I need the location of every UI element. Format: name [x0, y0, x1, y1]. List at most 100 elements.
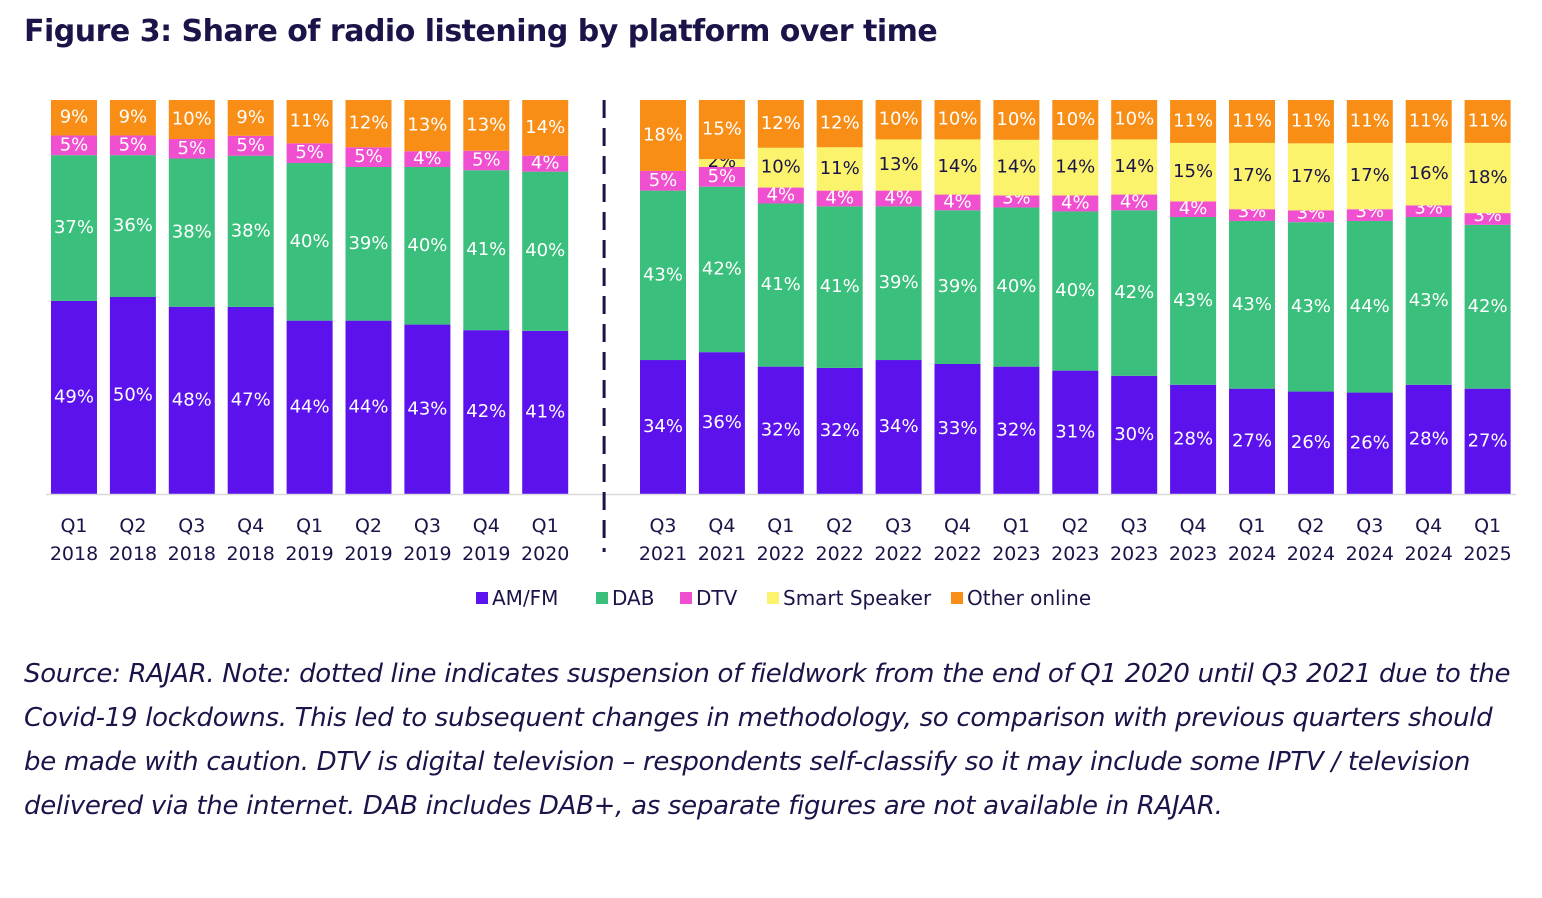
- data-label-dab: 42%: [1468, 296, 1508, 317]
- data-label-dab: 42%: [702, 258, 742, 279]
- data-label-dtv: 4%: [531, 153, 560, 174]
- bar-q3-2021: 34% 43% 5% 18%: [640, 100, 686, 494]
- bar-segment-dtv: [1170, 201, 1217, 218]
- data-label-dab: 40%: [407, 235, 447, 256]
- data-label-smart-speaker: 17%: [1232, 165, 1272, 186]
- data-label-other-online: 9%: [60, 107, 89, 128]
- bar-segment-dab: [875, 206, 922, 361]
- bar-segment-am-fm: [993, 366, 1040, 494]
- bar-segment-other-online: [345, 100, 392, 148]
- bar-segment-smart-speaker: [698, 159, 745, 167]
- bar-segment-am-fm: [404, 324, 451, 494]
- data-label-smart-speaker: 17%: [1350, 165, 1390, 186]
- tick-label-year: 2018: [50, 543, 98, 565]
- data-label-smart-speaker: 10%: [761, 157, 801, 178]
- bar-segment-smart-speaker: [1287, 143, 1334, 211]
- data-label-am-fm: 43%: [407, 398, 447, 419]
- bar-segment-dtv: [463, 150, 510, 171]
- data-label-dtv: 4%: [767, 185, 796, 206]
- bar-segment-dtv: [404, 151, 451, 167]
- chart-title: Figure 3: Share of radio listening by pl…: [24, 14, 938, 49]
- data-label-other-online: 18%: [643, 124, 683, 145]
- bar-segment-dtv: [1346, 209, 1393, 221]
- bars-group: 49% 37% 5% 9% 50% 36% 5% 9% 48% 38% 5% 10% 47% 38% 5% 9…: [51, 100, 1511, 494]
- bar-segment-am-fm: [1111, 375, 1158, 494]
- bar-segment-dab: [698, 186, 745, 353]
- bar-segment-dab: [109, 155, 156, 297]
- tick-label-quarter: Q4: [1180, 515, 1207, 537]
- tick-label-quarter: Q1: [296, 515, 323, 537]
- bar-segment-other-online: [1170, 100, 1217, 143]
- bar-segment-am-fm: [522, 330, 569, 494]
- tick-label-quarter: Q1: [60, 515, 87, 537]
- bar-segment-dab: [816, 206, 863, 368]
- data-label-other-online: 13%: [466, 114, 506, 135]
- tick-label-quarter: Q3: [649, 515, 676, 537]
- bar-segment-smart-speaker: [1111, 139, 1158, 195]
- data-label-dtv: 5%: [236, 135, 265, 156]
- tick-label-quarter: Q4: [473, 515, 500, 537]
- tick-label-year: 2022: [757, 543, 805, 565]
- legend-label: Smart Speaker: [783, 586, 932, 610]
- tick-label-quarter: Q3: [1356, 515, 1383, 537]
- tick-label-year: 2021: [639, 543, 687, 565]
- bar-segment-am-fm: [875, 360, 922, 494]
- bar-segment-am-fm: [1052, 370, 1099, 494]
- bar-segment-dab: [934, 210, 981, 364]
- bar-segment-dtv: [816, 190, 863, 207]
- data-label-dtv: 4%: [1179, 198, 1208, 219]
- tick-label-year: 2024: [1287, 543, 1335, 565]
- bar-segment-dab: [168, 158, 215, 307]
- data-label-other-online: 9%: [236, 107, 265, 128]
- data-label-other-online: 11%: [1232, 110, 1272, 131]
- data-label-dtv: 5%: [60, 134, 89, 155]
- bar-q2-2024: 26%43%3%17%11%: [1287, 100, 1334, 494]
- data-label-smart-speaker: 18%: [1468, 167, 1508, 188]
- data-label-dab: 38%: [172, 222, 212, 243]
- data-label-am-fm: 31%: [1055, 421, 1095, 442]
- data-label-am-fm: 47%: [231, 389, 271, 410]
- data-label-dab: 37%: [54, 217, 94, 238]
- tick-label-year: 2024: [1346, 543, 1394, 565]
- data-label-am-fm: 50%: [113, 385, 153, 406]
- bar-segment-am-fm: [345, 320, 392, 494]
- tick-label-year: 2018: [168, 543, 216, 565]
- bar-segment-dab: [1170, 217, 1217, 385]
- tick-label-quarter: Q1: [1238, 515, 1265, 537]
- tick-label-year: 2022: [816, 543, 864, 565]
- bar-q1-2025: 27%42%3%18%11%: [1464, 100, 1511, 494]
- bar-segment-dab: [1229, 220, 1275, 389]
- data-label-other-online: 14%: [525, 117, 565, 138]
- data-label-other-online: 13%: [407, 115, 447, 136]
- legend-label: DTV: [696, 586, 738, 610]
- bar-segment-dtv: [1287, 210, 1334, 223]
- data-label-dab: 36%: [113, 215, 153, 236]
- bar-segment-dtv: [1464, 213, 1511, 225]
- bar-segment-am-fm: [640, 360, 686, 494]
- bar-segment-other-online: [109, 100, 156, 136]
- data-label-dtv: 5%: [354, 146, 383, 167]
- legend-swatch: [596, 592, 608, 604]
- bar-segment-dtv: [1052, 195, 1099, 212]
- data-label-am-fm: 32%: [761, 419, 801, 440]
- data-label-dab: 43%: [643, 264, 683, 285]
- bar-segment-am-fm: [109, 297, 156, 494]
- bar-segment-dtv: [522, 155, 569, 172]
- bar-segment-smart-speaker: [816, 147, 863, 191]
- data-label-dtv: 4%: [943, 191, 972, 212]
- data-label-am-fm: 42%: [466, 401, 506, 422]
- data-label-other-online: 10%: [996, 109, 1036, 130]
- data-label-dab: 44%: [1350, 296, 1390, 317]
- bar-q3-2023: 30% 42% 4% 14% 10%: [1111, 100, 1158, 494]
- data-label-smart-speaker: 13%: [879, 154, 919, 175]
- bar-segment-dab: [345, 166, 392, 321]
- bar-q1-2022: 32% 41% 4% 10% 12%: [757, 100, 804, 494]
- tick-label-quarter: Q2: [355, 515, 382, 537]
- bar-segment-dab: [757, 203, 804, 367]
- bar-segment-am-fm: [168, 306, 215, 494]
- legend-swatch: [951, 592, 963, 604]
- tick-label-quarter: Q2: [119, 515, 146, 537]
- bar-segment-dtv: [640, 170, 686, 191]
- bar-segment-dtv: [698, 166, 745, 187]
- data-label-dab: 43%: [1409, 290, 1449, 311]
